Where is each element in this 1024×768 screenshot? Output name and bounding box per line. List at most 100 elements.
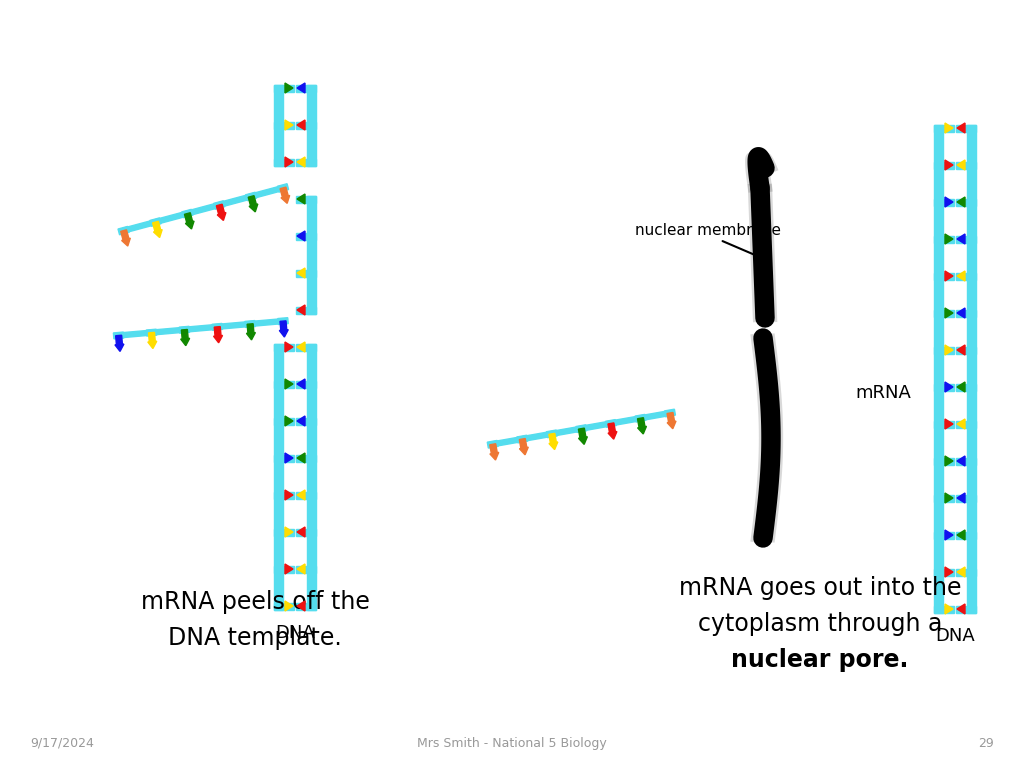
Polygon shape <box>119 319 284 338</box>
FancyArrow shape <box>285 453 293 463</box>
Bar <box>934 236 954 243</box>
Bar <box>296 418 316 425</box>
Bar <box>956 605 976 613</box>
FancyArrow shape <box>945 160 953 170</box>
FancyArrow shape <box>957 604 965 614</box>
FancyArrow shape <box>519 439 528 455</box>
FancyArrow shape <box>285 601 293 611</box>
Bar <box>956 531 976 538</box>
Bar <box>274 455 294 462</box>
Bar <box>274 343 283 610</box>
FancyArrow shape <box>945 567 953 577</box>
Bar <box>956 124 976 131</box>
FancyArrow shape <box>216 204 226 220</box>
Bar <box>307 196 316 313</box>
Bar <box>274 528 294 535</box>
FancyArrow shape <box>281 187 290 204</box>
Bar <box>956 273 976 280</box>
FancyArrow shape <box>549 433 558 449</box>
Bar <box>296 343 316 350</box>
Polygon shape <box>575 425 587 432</box>
Bar <box>956 458 976 465</box>
FancyArrow shape <box>608 423 616 439</box>
Bar <box>274 121 294 128</box>
FancyArrow shape <box>180 329 189 346</box>
Text: 9/17/2024: 9/17/2024 <box>30 737 94 750</box>
Bar <box>934 568 954 575</box>
FancyArrow shape <box>667 412 676 429</box>
FancyArrow shape <box>957 345 965 355</box>
Bar <box>296 306 316 313</box>
FancyArrow shape <box>297 453 305 463</box>
Polygon shape <box>114 332 124 339</box>
FancyArrow shape <box>945 530 953 540</box>
Bar <box>934 124 943 613</box>
Bar <box>274 343 294 350</box>
Bar <box>296 233 316 240</box>
Bar <box>934 531 954 538</box>
Bar <box>296 528 316 535</box>
FancyArrow shape <box>945 234 953 244</box>
Polygon shape <box>665 409 676 417</box>
Bar <box>956 421 976 428</box>
FancyArrow shape <box>184 213 195 229</box>
Text: nuclear membrane: nuclear membrane <box>635 223 781 238</box>
Text: mRNA peels off the
DNA template.: mRNA peels off the DNA template. <box>140 591 370 650</box>
Bar <box>934 458 954 465</box>
FancyArrow shape <box>285 157 293 167</box>
Bar <box>956 310 976 316</box>
Bar <box>934 161 954 168</box>
Polygon shape <box>245 320 255 327</box>
Polygon shape <box>493 411 671 447</box>
FancyArrow shape <box>957 160 965 170</box>
Polygon shape <box>182 210 193 217</box>
Bar <box>296 455 316 462</box>
Bar <box>274 380 294 388</box>
Bar <box>296 565 316 572</box>
FancyArrow shape <box>214 326 222 343</box>
Bar <box>956 568 976 575</box>
Bar <box>934 346 954 353</box>
FancyArrow shape <box>248 196 258 212</box>
Bar <box>296 492 316 498</box>
Bar <box>934 421 954 428</box>
FancyArrow shape <box>285 379 293 389</box>
Polygon shape <box>487 440 499 448</box>
Bar <box>934 124 954 131</box>
Bar <box>934 273 954 280</box>
FancyArrow shape <box>297 379 305 389</box>
FancyArrow shape <box>957 234 965 244</box>
Bar <box>956 346 976 353</box>
Bar <box>934 198 954 206</box>
FancyArrow shape <box>957 197 965 207</box>
Bar <box>296 380 316 388</box>
FancyArrow shape <box>247 324 255 340</box>
FancyArrow shape <box>285 490 293 500</box>
FancyArrow shape <box>579 428 588 445</box>
FancyArrow shape <box>153 221 162 237</box>
Bar <box>296 270 316 276</box>
FancyArrow shape <box>121 230 130 246</box>
FancyArrow shape <box>957 456 965 466</box>
FancyArrow shape <box>945 419 953 429</box>
Polygon shape <box>150 218 161 227</box>
Polygon shape <box>605 419 616 427</box>
Bar <box>967 124 976 613</box>
FancyArrow shape <box>945 456 953 466</box>
FancyArrow shape <box>297 268 305 278</box>
FancyArrow shape <box>945 345 953 355</box>
Bar <box>274 492 294 498</box>
Text: mRNA: mRNA <box>855 384 911 402</box>
Text: Mrs Smith - National 5 Biology: Mrs Smith - National 5 Biology <box>417 737 607 750</box>
FancyArrow shape <box>285 342 293 352</box>
FancyArrow shape <box>297 194 305 204</box>
FancyArrow shape <box>489 444 499 460</box>
Bar <box>956 236 976 243</box>
Polygon shape <box>246 192 257 200</box>
FancyArrow shape <box>957 308 965 318</box>
Bar <box>934 383 954 390</box>
FancyArrow shape <box>285 564 293 574</box>
Text: DNA: DNA <box>275 624 314 642</box>
Text: nuclear pore.: nuclear pore. <box>731 648 908 672</box>
Polygon shape <box>517 435 527 443</box>
